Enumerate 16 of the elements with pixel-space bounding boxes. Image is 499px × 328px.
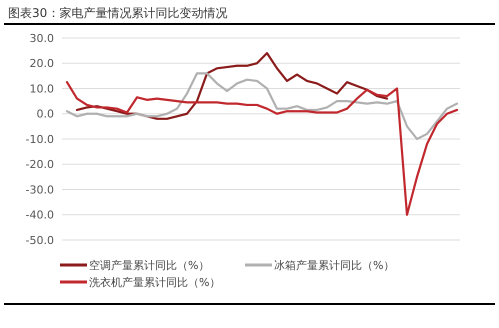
y-tick-label: 0.0 — [36, 108, 54, 121]
line-series — [66, 72, 458, 140]
y-tick-label: 30.0 — [30, 32, 54, 45]
y-tick-label: -10.0 — [26, 132, 54, 146]
y-tick-label: -20.0 — [26, 158, 54, 172]
chart-title: 图表30：家电产量情况累计同比变动情况 — [8, 6, 228, 20]
y-tick-label: -50.0 — [26, 234, 54, 247]
legend-label: 洗衣机产量累计同比（%） — [89, 276, 220, 289]
legend-label: 空调产量累计同比（%） — [89, 258, 210, 272]
y-tick-label: -40.0 — [26, 208, 54, 222]
y-tick-label: 20.0 — [30, 57, 54, 70]
y-tick-label: 10.0 — [30, 82, 54, 96]
line-series — [66, 81, 458, 216]
legend-label: 冰箱产量累计同比（%） — [274, 258, 394, 272]
line-series — [76, 52, 388, 120]
y-tick-label: -30.0 — [26, 183, 54, 196]
